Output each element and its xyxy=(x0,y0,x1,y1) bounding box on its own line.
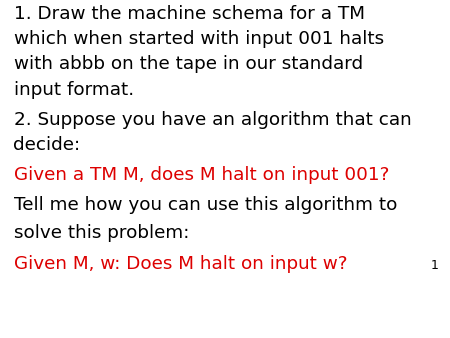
Text: Given a TM M, does M halt on input 001?: Given a TM M, does M halt on input 001? xyxy=(14,166,389,184)
Text: with abbb on the tape in our standard: with abbb on the tape in our standard xyxy=(14,55,363,73)
Text: input format.: input format. xyxy=(14,81,134,99)
Text: Tell me how you can use this algorithm to: Tell me how you can use this algorithm t… xyxy=(14,196,397,214)
Text: 2. Suppose you have an algorithm that can: 2. Suppose you have an algorithm that ca… xyxy=(14,111,411,129)
Text: solve this problem:: solve this problem: xyxy=(14,224,189,242)
Text: 1: 1 xyxy=(431,259,439,272)
Text: 1. Draw the machine schema for a TM: 1. Draw the machine schema for a TM xyxy=(14,5,364,23)
Text: decide:: decide: xyxy=(14,137,81,154)
Text: Given M, w: Does M halt on input w?: Given M, w: Does M halt on input w? xyxy=(14,255,347,273)
Text: which when started with input 001 halts: which when started with input 001 halts xyxy=(14,30,383,48)
